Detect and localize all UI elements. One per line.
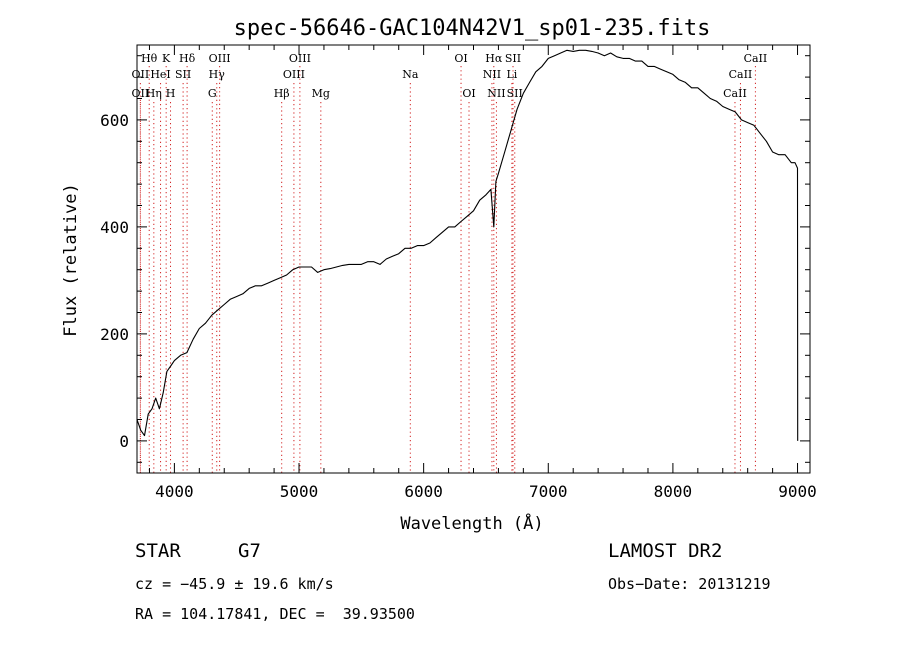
x-tick-label-5: 9000 [778,482,817,501]
coordinates: RA = 104.17841, DEC = 39.93500 [135,605,415,623]
x-tick-label-3: 7000 [529,482,568,501]
line-label-18: OII [132,87,150,100]
line-label-27: CaII [723,87,747,100]
y-tick-label-2: 400 [100,218,129,237]
x-tick-label-4: 8000 [654,482,693,501]
y-axis-label: Flux (relative) [61,183,81,337]
line-label-1: K [162,52,171,65]
line-label-5: OI [454,52,467,65]
y-axis-ticks: 0 200 400 600 [100,55,810,463]
line-label-20: H [166,87,176,100]
y-tick-label-1: 200 [100,325,129,344]
line-label-0: Hθ [141,52,158,65]
line-label-6: Hα [485,52,503,65]
line-label-25: NII [487,87,505,100]
line-label-22: Hβ [274,87,290,100]
line-label-21: G [208,87,217,100]
line-label-23: Mg [312,87,330,100]
line-label-16: Li [506,68,517,81]
line-label-26: SII [507,87,523,100]
object-subclass: G7 [238,540,261,562]
plot-frame [136,44,811,474]
line-label-4: OIII [289,52,311,65]
x-tick-label-1: 5000 [280,482,319,501]
line-label-15: NII [483,68,501,81]
observation-date: Obs−Date: 20131219 [608,575,771,593]
line-label-24: OI [462,87,475,100]
line-label-7: SII [505,52,521,65]
line-label-10: HeI [150,68,170,81]
object-class: STAR [135,540,181,562]
spectral-line-markers [139,66,756,473]
redshift-velocity: cz = −45.9 ± 19.6 km/s [135,575,334,593]
x-tick-label-2: 6000 [404,482,443,501]
chart-title: spec-56646-GAC104N42V1_sp01-235.fits [234,16,711,41]
line-label-8: CaII [744,52,768,65]
line-label-17: CaII [729,68,753,81]
line-label-9: OII [132,68,150,81]
line-label-12: Hγ [209,68,226,81]
line-label-11: SII [175,68,191,81]
line-label-3: OIII [209,52,231,65]
line-label-19: Hη [146,87,162,100]
survey-name: LAMOST DR2 [608,540,723,562]
line-label-13: OIII [283,68,305,81]
x-axis-label: Wavelength (Å) [400,512,543,534]
x-axis-ticks: 4000 5000 6000 7000 8000 9000 [148,45,817,501]
spectrum-line [136,49,799,441]
x-tick-label-0: 4000 [155,482,194,501]
y-tick-label-3: 600 [100,111,129,130]
y-tick-label-0: 0 [119,432,129,451]
line-label-14: Na [402,68,419,81]
line-label-2: Hδ [179,52,196,65]
